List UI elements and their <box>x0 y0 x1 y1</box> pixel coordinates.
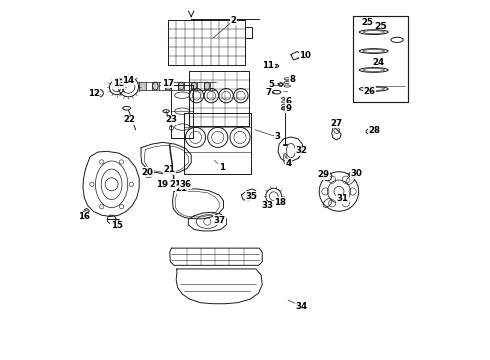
Text: 25: 25 <box>374 22 387 31</box>
Text: 34: 34 <box>295 302 308 311</box>
Text: 24: 24 <box>372 58 385 67</box>
Text: 6: 6 <box>286 96 292 105</box>
Text: 9: 9 <box>286 104 292 113</box>
Text: 35: 35 <box>245 192 257 201</box>
Text: 20: 20 <box>142 168 153 177</box>
Text: 12: 12 <box>88 89 99 98</box>
Text: 11: 11 <box>262 62 274 71</box>
Text: 23: 23 <box>166 115 177 124</box>
Text: 36: 36 <box>180 180 192 189</box>
Text: 33: 33 <box>261 201 273 210</box>
Text: 1: 1 <box>219 163 225 172</box>
Polygon shape <box>139 83 145 89</box>
Text: 10: 10 <box>299 51 311 60</box>
Text: 8: 8 <box>289 75 295 84</box>
Text: 30: 30 <box>351 169 363 178</box>
Text: 37: 37 <box>214 216 226 225</box>
Text: 21: 21 <box>164 166 176 175</box>
Text: 3: 3 <box>274 132 280 141</box>
Text: 19: 19 <box>156 180 168 189</box>
Polygon shape <box>178 83 184 89</box>
Text: 4: 4 <box>286 159 292 168</box>
Text: 13: 13 <box>113 80 125 89</box>
Text: 26: 26 <box>364 86 376 95</box>
Polygon shape <box>204 83 210 89</box>
Text: 5: 5 <box>268 81 274 90</box>
Text: 22: 22 <box>123 115 136 124</box>
Text: 21: 21 <box>169 180 181 189</box>
Text: 16: 16 <box>78 212 90 221</box>
Text: 32: 32 <box>295 146 308 155</box>
Text: 7: 7 <box>265 87 271 96</box>
Text: 25: 25 <box>361 18 373 27</box>
Text: 14: 14 <box>122 76 135 85</box>
Text: 18: 18 <box>274 198 286 207</box>
Text: 31: 31 <box>337 194 348 203</box>
Polygon shape <box>191 83 196 89</box>
Text: 27: 27 <box>330 119 343 128</box>
Polygon shape <box>165 83 171 89</box>
Text: 29: 29 <box>317 170 329 179</box>
Text: 15: 15 <box>111 221 122 230</box>
Text: 17: 17 <box>162 79 174 88</box>
Polygon shape <box>152 83 158 89</box>
Text: 21: 21 <box>175 184 187 193</box>
Text: 28: 28 <box>369 126 381 135</box>
Text: 2: 2 <box>230 16 237 25</box>
